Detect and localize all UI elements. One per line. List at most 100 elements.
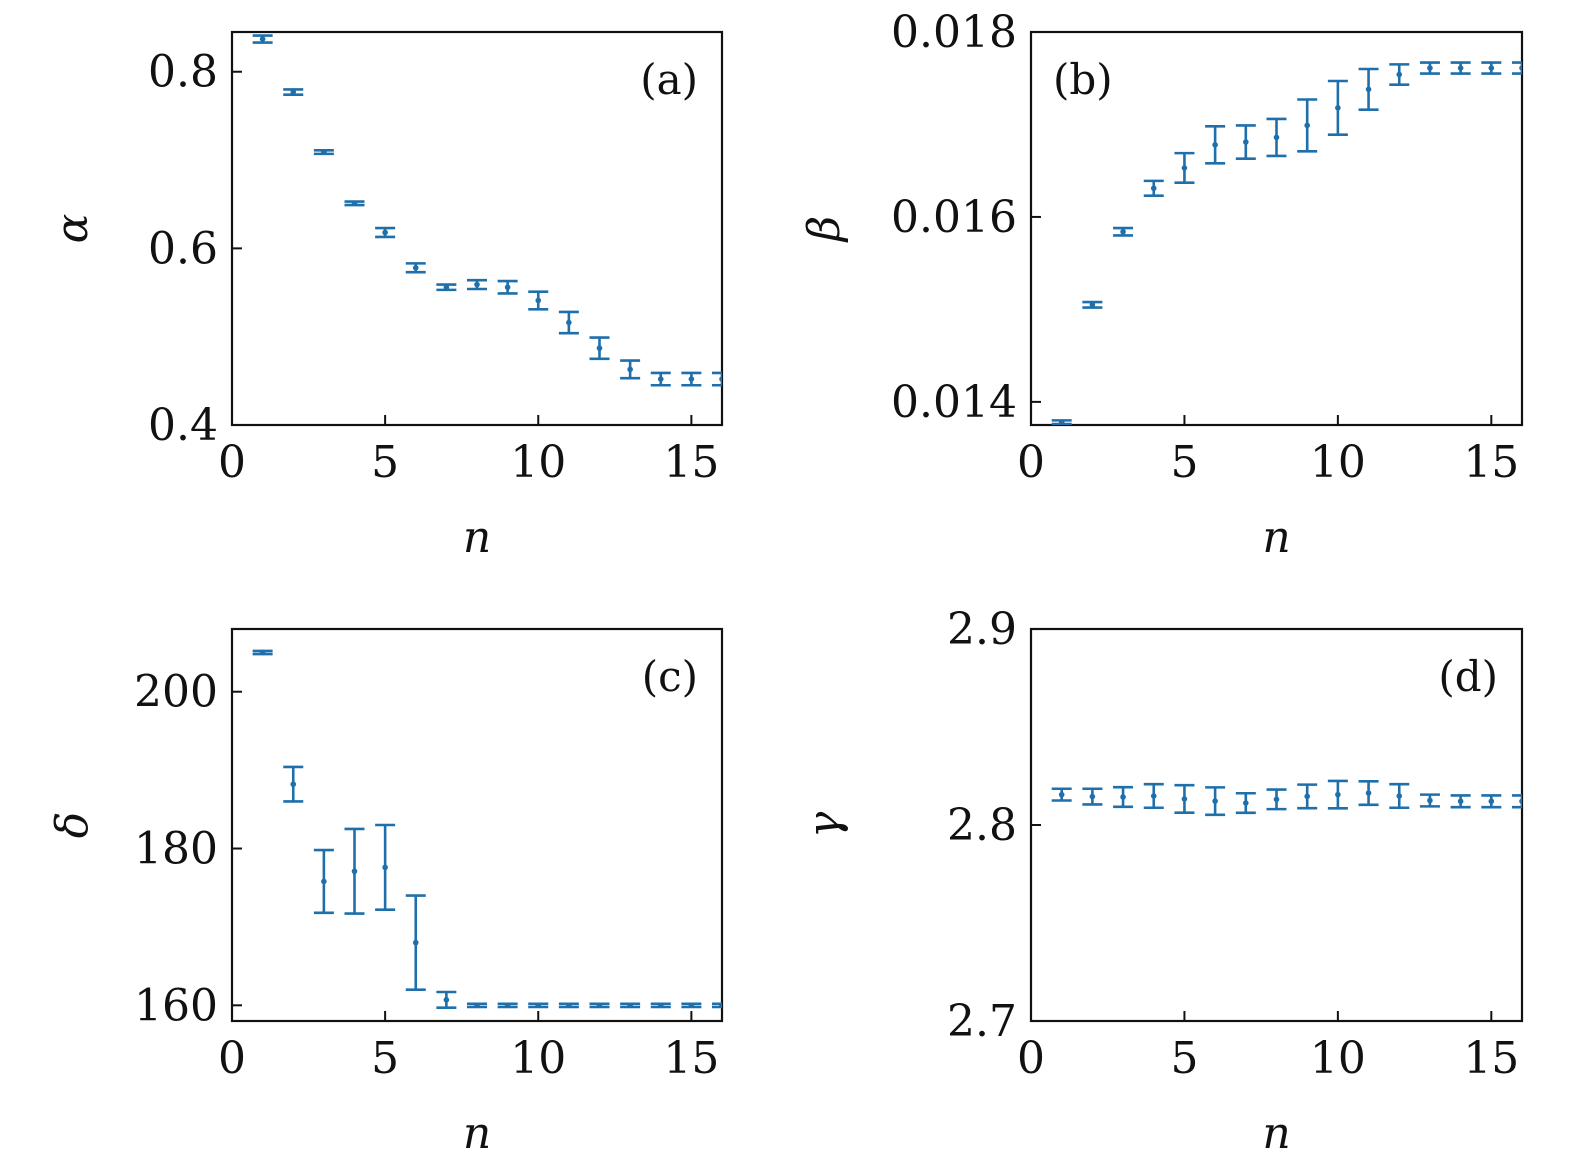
panel-b-y-axis-label: β: [799, 216, 850, 243]
panel-a-data-point: [382, 229, 388, 236]
panel-c-data-point: [688, 1002, 695, 1009]
panel-d: 0 5 10 15 2.7 2.8 2.9 n γ (d): [799, 604, 1524, 1159]
panel-b-data-point: [1304, 122, 1310, 129]
panel-a: 0 5 10 15 0.4 0.6 0.8 n α (a): [47, 30, 724, 563]
panel-d-y-tick-label: 2.8: [947, 800, 1017, 851]
panel-c-axes-frame: [230, 627, 724, 1023]
panel-a-data-point: [566, 319, 572, 326]
panel-d-data-point: [1243, 800, 1249, 806]
panel-c-series: [252, 649, 722, 1009]
panel-c-data-point: [412, 939, 419, 946]
panel-c-y-axis-label: δ: [47, 812, 98, 839]
panel-c-panel-label: (c): [642, 652, 698, 701]
panel-c-data-point: [474, 1002, 480, 1009]
panel-d-x-tick-label: 10: [1310, 1033, 1366, 1084]
panel-a-x-tick-label: 5: [371, 437, 399, 488]
panel-c-y-tick-label: 160: [134, 980, 218, 1031]
panel-c-x-tick-label: 15: [663, 1033, 719, 1084]
panel-d-data-point: [1120, 794, 1126, 800]
panel-d-data-point: [1150, 793, 1157, 799]
panel-d-data-point: [1089, 793, 1096, 800]
panel-b-data-point: [1427, 65, 1433, 71]
panel-d-data-point: [1488, 798, 1495, 805]
panel-d-x-tick-label: 0: [1017, 1033, 1045, 1084]
panel-c-y-tick-label: 180: [134, 824, 218, 875]
panel-a-data-point: [259, 36, 266, 42]
panel-c-data-point: [351, 868, 358, 875]
panel-b-data-point: [1212, 142, 1218, 148]
panel-b-data-point: [1089, 301, 1096, 308]
panel-c-x-tick-label: 5: [371, 1033, 399, 1084]
panel-b-data-point: [1243, 139, 1249, 145]
panel-d-x-tick-label: 5: [1170, 1033, 1198, 1084]
panel-c: 0 5 10 15 160 180 200 n δ (c): [47, 627, 724, 1159]
panel-a-data-point: [321, 149, 327, 155]
panel-d-data-point: [1365, 790, 1372, 796]
panel-b-data-point: [1058, 419, 1065, 425]
panel-c-x-tick-label: 0: [218, 1033, 246, 1084]
panel-b-series: [1051, 61, 1522, 425]
panel-a-data-point: [412, 265, 419, 271]
panel-d-data-point: [1273, 796, 1280, 803]
panel-b-y-tick-label: 0.016: [891, 192, 1017, 243]
panel-d-series: [1051, 779, 1522, 817]
panel-c-data-point: [321, 878, 327, 885]
panel-a-y-tick-label: 0.6: [148, 223, 218, 274]
panel-a-series: [252, 34, 722, 387]
panel-c-data-point: [535, 1002, 542, 1009]
panel-a-x-tick-label: 10: [510, 437, 566, 488]
panel-a-data-point: [627, 366, 633, 373]
panel-c-data-point: [627, 1002, 633, 1009]
panel-c-data-point: [259, 649, 266, 656]
panel-a-data-point: [657, 376, 664, 382]
panel-d-data-point: [1212, 798, 1218, 804]
panel-b-y-tick-label: 0.018: [891, 7, 1017, 58]
panel-b-data-point: [1181, 165, 1188, 171]
panel-a-x-axis-label: n: [463, 512, 491, 563]
panel-d-data-point: [1519, 798, 1522, 805]
panel-a-y-tick-label: 0.8: [148, 47, 218, 98]
panel-c-data-point: [382, 864, 388, 871]
panel-d-panel-label: (d): [1438, 652, 1498, 701]
panel-c-x-tick-label: 10: [510, 1033, 566, 1084]
panel-b-axes-frame: [1029, 30, 1524, 427]
panel-a-data-point: [535, 297, 542, 304]
panel-a-x-tick-label: 0: [218, 437, 246, 488]
panel-d-data-point: [1058, 791, 1065, 798]
panel-a-data-point: [351, 200, 358, 207]
panel-a-y-axis-label: α: [47, 214, 98, 244]
panel-b-data-point: [1488, 65, 1495, 71]
panel-a-data-point: [474, 281, 480, 288]
panel-b-data-point: [1519, 65, 1522, 71]
panel-b-x-tick-label: 10: [1310, 437, 1366, 488]
panel-d-y-axis-label: γ: [799, 811, 850, 838]
panel-a-data-point: [290, 89, 297, 95]
panel-a-data-point: [719, 376, 722, 382]
panel-b-panel-label: (b): [1053, 55, 1113, 104]
panel-b-x-tick-label: 5: [1170, 437, 1198, 488]
panel-a-data-point: [504, 284, 511, 291]
panel-a-y-tick-label: 0.4: [148, 400, 218, 451]
panel-a-axes-frame: [230, 30, 724, 427]
panel-d-data-point: [1396, 793, 1403, 799]
panel-c-data-point: [290, 781, 297, 788]
panel-c-data-point: [504, 1002, 511, 1009]
panel-a-panel-label: (a): [640, 55, 698, 104]
panel-d-data-point: [1457, 798, 1464, 805]
panel-b-data-point: [1457, 65, 1464, 71]
panel-c-data-point: [566, 1002, 572, 1009]
panel-b: 0 5 10 15 0.014 0.016 0.018 n β (b): [799, 7, 1524, 563]
panel-b-data-point: [1150, 185, 1157, 192]
panel-a-data-point: [596, 345, 603, 351]
panel-d-y-tick-label: 2.7: [947, 996, 1017, 1047]
panel-c-y-tick-label: 200: [134, 667, 218, 718]
panel-c-data-point: [443, 997, 450, 1003]
panel-b-x-tick-label: 15: [1463, 437, 1519, 488]
panel-b-data-point: [1120, 228, 1126, 235]
panel-d-x-axis-label: n: [1262, 1108, 1290, 1159]
panel-c-data-point: [657, 1002, 664, 1009]
panel-c-data-point: [719, 1002, 722, 1009]
panel-d-data-point: [1304, 793, 1310, 800]
panel-d-data-point: [1335, 791, 1341, 798]
